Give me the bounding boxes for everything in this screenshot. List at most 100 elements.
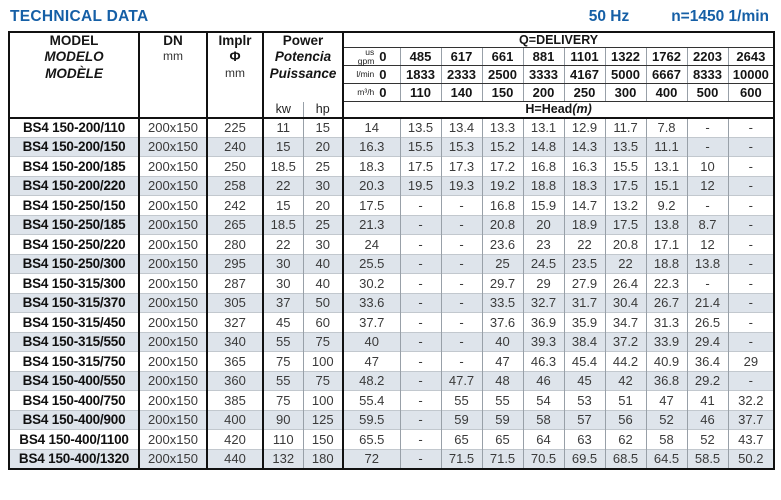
head-value-cell: 30.4	[604, 292, 647, 313]
table-row: BS4 150-400/900 200x150 400 90 125 59.5-59 59 5…	[9, 409, 775, 430]
hp-cell: 75	[303, 370, 345, 391]
head-value-cell: 52	[686, 429, 729, 449]
head-value-cell: 9.2	[645, 195, 688, 215]
head-value-cell: -	[399, 253, 442, 274]
head-value-cell: -	[440, 214, 483, 235]
head-value-cell: 29	[727, 351, 775, 371]
head-value-cell: 16.8	[522, 156, 565, 176]
delivery-flow-value: 140	[440, 83, 483, 102]
speed-label: n=1450 1/min	[671, 8, 769, 25]
delivery-zero-value: 0	[379, 85, 387, 100]
head-value-cell: 17.3	[440, 156, 483, 176]
head-value-cell: -	[399, 292, 442, 313]
head-value-cell: 53	[563, 390, 606, 410]
head-value-cell: 47	[481, 351, 524, 371]
head-value-cell: 22	[563, 234, 606, 254]
head-value-cell: 29.2	[686, 370, 729, 391]
head-value-cell: 17.5	[604, 175, 647, 196]
head-value-cell: 58	[645, 429, 688, 449]
table-row: BS4 150-400/750 200x150 385 75 100 55.4-55 55 5…	[9, 390, 775, 410]
head-value-cell: -	[440, 312, 483, 332]
impeller-cell: 305	[207, 292, 264, 313]
head-value-cell: -	[727, 331, 775, 352]
head-value-cell: 55.4	[343, 390, 401, 410]
table-row: BS4 150-315/750 200x150 365 75 100 47- -47 46.3…	[9, 351, 775, 371]
power-header-en: Power	[282, 33, 324, 48]
power-header-es: Potencia	[274, 49, 332, 65]
delivery-flow-value: 10000	[727, 65, 775, 84]
delivery-zero-cell: us gpm 0	[343, 47, 401, 66]
delivery-flow-value: 1101	[563, 47, 606, 66]
table-row: BS4 150-250/185 200x150 265 18.5 25 21.3- -20.…	[9, 214, 775, 235]
hp-cell: 75	[303, 331, 345, 352]
head-value-cell: 35.9	[563, 312, 606, 332]
kw-cell: 110	[263, 429, 304, 449]
head-value-cell: 29	[522, 273, 565, 293]
head-value-cell: 38.4	[563, 331, 606, 352]
hp-cell: 40	[303, 273, 345, 293]
head-value-cell: 23.6	[481, 234, 524, 254]
kw-cell: 15	[263, 195, 304, 215]
head-value-cell: 18.9	[563, 214, 606, 235]
hp-cell: 100	[303, 351, 345, 371]
hp-cell: 60	[303, 312, 345, 332]
dn-cell: 200x150	[139, 273, 208, 293]
head-value-cell: 26.4	[604, 273, 647, 293]
delivery-flow-value: 881	[522, 47, 565, 66]
delivery-flow-value: 500	[686, 83, 729, 102]
head-value-cell: 14.8	[522, 136, 565, 157]
head-value-cell: 26.5	[686, 312, 729, 332]
head-value-cell: -	[727, 214, 775, 235]
model-header-fr: MODÈLE	[45, 65, 103, 81]
delivery-zero-value: 0	[379, 67, 387, 82]
delivery-flow-value: 4167	[563, 65, 606, 84]
impeller-cell: 420	[207, 429, 264, 449]
head-value-cell: 15.3	[440, 136, 483, 157]
delivery-flow-value: 2203	[686, 47, 729, 66]
head-value-cell: 17.1	[645, 234, 688, 254]
head-value-cell: 59.5	[343, 409, 401, 430]
impeller-cell: 327	[207, 312, 264, 332]
impeller-cell: 280	[207, 234, 264, 254]
dn-cell: 200x150	[139, 253, 208, 274]
head-value-cell: 33.6	[343, 292, 401, 313]
delivery-zero-box: us gpm 0	[344, 48, 400, 65]
head-value-cell: 57	[563, 409, 606, 430]
delivery-flow-value: 1762	[645, 47, 688, 66]
dn-cell: 200x150	[139, 351, 208, 371]
head-value-cell: 33.5	[481, 292, 524, 313]
head-value-cell: -	[727, 234, 775, 254]
head-value-cell: -	[727, 195, 775, 215]
power-header-fr: Puissance	[269, 65, 337, 81]
delivery-zero-value: 0	[379, 49, 387, 64]
head-value-cell: 70.5	[522, 448, 565, 469]
head-value-cell: 41	[686, 390, 729, 410]
dn-cell: 200x150	[139, 292, 208, 313]
impeller-cell: 258	[207, 175, 264, 196]
head-value-cell: 42	[604, 370, 647, 391]
dn-cell: 200x150	[139, 390, 208, 410]
delivery-flow-value: 485	[399, 47, 442, 66]
head-value-cell: 18.8	[645, 253, 688, 274]
head-value-cell: 13.5	[399, 116, 442, 137]
model-cell: BS4 150-315/750	[9, 351, 140, 371]
head-value-cell: 12	[686, 234, 729, 254]
head-value-cell: 37.7	[727, 409, 775, 430]
head-value-cell: 36.8	[645, 370, 688, 391]
table-row: BS4 150-315/550 200x150 340 55 75 40- -40 39.3 3…	[9, 331, 775, 352]
delivery-flow-value: 661	[481, 47, 524, 66]
hp-cell: 125	[303, 409, 345, 430]
frequency-label: 50 Hz	[588, 8, 630, 25]
head-value-cell: -	[440, 234, 483, 254]
head-value-cell: -	[727, 273, 775, 293]
delivery-flow-value: 200	[522, 83, 565, 102]
head-value-cell: 17.5	[399, 156, 442, 176]
dn-cell: 200x150	[139, 409, 208, 430]
impeller-cell: 440	[207, 448, 264, 469]
head-value-cell: -	[399, 214, 442, 235]
head-value-cell: 51	[604, 390, 647, 410]
hp-cell: 50	[303, 292, 345, 313]
head-value-cell: 37.6	[481, 312, 524, 332]
delivery-unit-label: l/min	[356, 69, 375, 80]
head-value-cell: 13.3	[481, 116, 524, 137]
